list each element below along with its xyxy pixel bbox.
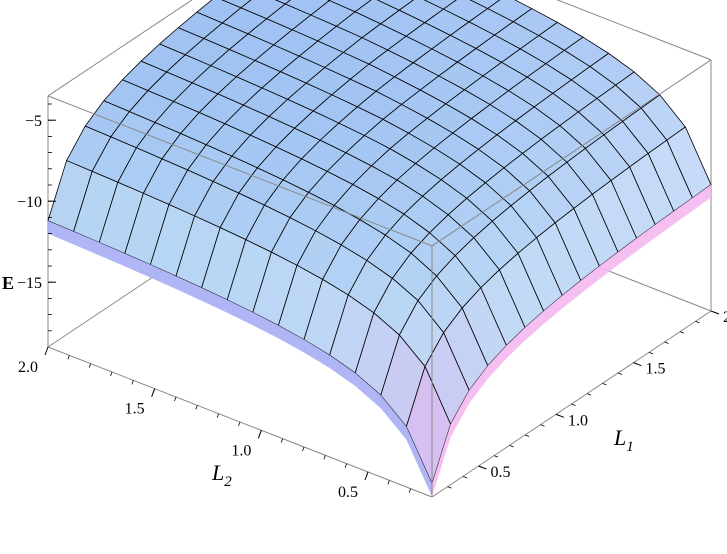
y-minor-tick	[344, 463, 348, 468]
x-minor-tick	[664, 341, 669, 344]
y-minor-tick	[88, 363, 92, 368]
x-minor-tick	[462, 475, 468, 479]
box-edge	[556, 0, 712, 61]
x-minor-tick	[695, 320, 700, 324]
surface-front-skirt	[48, 220, 432, 497]
z-tick-label: −5	[25, 113, 42, 130]
surface-mesh	[47, 0, 712, 497]
x-minor-tick	[447, 486, 452, 489]
x-tick	[710, 310, 720, 315]
y-minor-tick	[238, 421, 241, 427]
y-minor-tick	[366, 471, 369, 477]
x-minor-tick	[617, 372, 623, 375]
x-minor-tick	[571, 403, 576, 406]
y-tick	[44, 346, 49, 356]
y-minor-tick	[216, 413, 220, 418]
x-tick-label: 0.5	[491, 464, 511, 481]
axes: 0.5 1.0 1.5 2.0 0.5 1.0 1.5 2.0 −5 −10 −15	[17, 103, 727, 501]
y-minor-tick	[323, 455, 326, 460]
surface-right-skirt	[432, 184, 711, 497]
x-minor-tick	[540, 424, 545, 427]
x-minor-tick	[602, 382, 607, 386]
y-minor-tick	[152, 388, 156, 393]
y-minor-tick	[110, 371, 113, 377]
x-minor-tick	[509, 444, 514, 448]
y-minor-tick	[195, 405, 198, 410]
z-tick-label: −10	[17, 194, 42, 211]
box-edge	[431, 59, 712, 247]
y-axis-title: L2	[211, 460, 232, 490]
x-minor-tick	[679, 331, 685, 334]
y-minor-tick	[67, 355, 70, 360]
x-minor-tick	[555, 413, 561, 417]
y-tick-label: 2.0	[18, 359, 38, 376]
y-minor-tick	[387, 480, 390, 485]
x-tick-label: 2.0	[723, 309, 727, 326]
z-axis-title: E	[2, 273, 14, 293]
y-minor-tick	[259, 430, 262, 435]
surface-cell	[274, 0, 292, 5]
x-axis-title: L1	[613, 425, 634, 455]
box-edge	[47, 0, 193, 97]
x-minor-tick	[493, 455, 499, 458]
box-edge	[47, 95, 433, 247]
x-tick-label: 1.5	[646, 361, 666, 378]
x-tick-label: 1.0	[568, 412, 588, 429]
x-minor-tick	[586, 393, 592, 396]
y-minor-tick	[302, 446, 305, 452]
bounding-box-front	[47, 59, 712, 497]
y-tick-label: 0.5	[338, 484, 358, 501]
y-tick-label: 1.0	[231, 442, 251, 459]
x-minor-tick	[648, 351, 654, 355]
z-tick-label: −15	[17, 275, 42, 292]
x-minor-tick	[633, 362, 638, 365]
x-minor-tick	[478, 465, 483, 468]
y-minor-tick	[280, 438, 284, 443]
y-tick-label: 1.5	[125, 401, 145, 418]
y-minor-tick	[408, 488, 412, 493]
y-minor-tick	[174, 396, 177, 402]
y-minor-tick	[131, 380, 134, 385]
x-minor-tick	[524, 434, 530, 437]
